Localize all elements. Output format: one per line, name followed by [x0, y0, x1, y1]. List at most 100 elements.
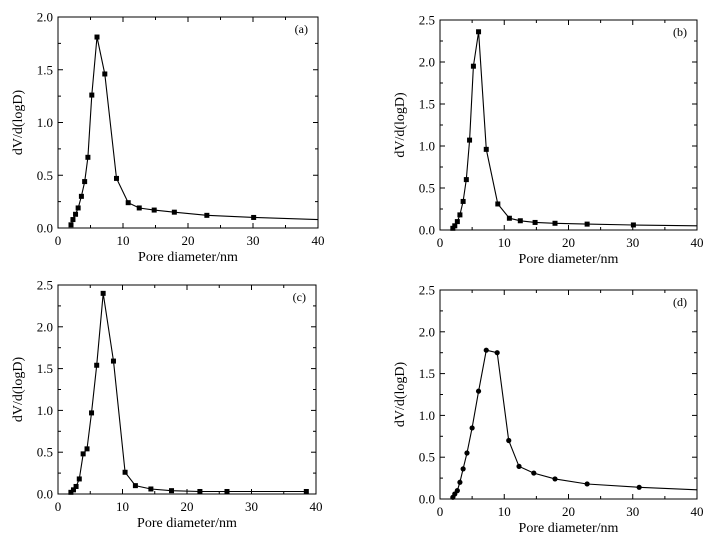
data-point [303, 488, 309, 494]
y-tick-label: 2.5 [37, 278, 53, 293]
data-point [494, 350, 500, 356]
data-point [584, 481, 590, 487]
y-axis-label: dV/d(logD) [11, 90, 26, 156]
data-point [102, 71, 108, 77]
data-point [151, 207, 157, 213]
x-axis-label: Pore diameter/nm [519, 252, 619, 267]
data-point [73, 483, 79, 489]
chart-panel-1: 0 10 20 30 40 0.0 0.5 1.0 1.5 2.0 Pore diameter/nm… [11, 10, 325, 266]
data-point [94, 34, 100, 40]
data-point [584, 221, 590, 227]
y-tick-label: 0.5 [37, 445, 53, 460]
data-point [73, 211, 79, 217]
y-tick-label: 2.5 [419, 13, 435, 28]
y-tick-label: 1.0 [419, 139, 435, 154]
data-point [75, 205, 81, 211]
data-point [122, 469, 128, 475]
data-point [475, 388, 482, 394]
data-point [483, 146, 489, 152]
x-tick-label: 30 [626, 504, 639, 519]
data-point [450, 225, 456, 231]
panel-label: (d) [673, 295, 687, 309]
y-tick-label: 0.0 [37, 221, 53, 236]
data-point [506, 215, 512, 221]
data-point [516, 463, 522, 469]
x-tick-label: 10 [116, 499, 129, 514]
data-point [132, 483, 138, 489]
y-tick-label: 1.0 [37, 115, 53, 130]
series-line [452, 349, 698, 498]
data-point [532, 219, 538, 225]
data-point [68, 222, 74, 228]
y-axis-label: dV/d(logD) [393, 92, 408, 158]
x-tick-label: 20 [181, 499, 194, 514]
x-tick-label: 20 [182, 233, 195, 248]
x-tick-label: 0 [437, 504, 444, 519]
data-point [89, 92, 95, 98]
data-point [495, 201, 501, 207]
data-point [460, 198, 466, 204]
data-point [630, 222, 636, 228]
y-tick-label: 2.0 [37, 319, 53, 334]
chart-panel-4: 0 10 20 30 40 0.0 0.5 1.0 1.5 2.0 2.5 Pore diameter… [393, 283, 704, 537]
chart-panel-2: 0 10 20 30 40 0.0 0.5 1.0 1.5 2.0 2.5 Pore diameter… [393, 13, 704, 268]
data-point [460, 466, 466, 472]
data-point [463, 177, 469, 183]
y-tick-label: 0.5 [419, 181, 435, 196]
x-tick-label: 40 [691, 504, 704, 519]
plot-frame [57, 284, 317, 495]
series-line [70, 293, 307, 493]
x-tick-label: 40 [310, 499, 323, 514]
y-tick-label: 1.0 [37, 403, 53, 418]
series-line [452, 31, 698, 229]
data-point [80, 451, 86, 457]
y-tick-label: 2.5 [419, 283, 435, 298]
x-tick-label: 40 [312, 233, 325, 248]
data-point [76, 476, 82, 482]
data-point [78, 193, 84, 199]
data-point [171, 209, 177, 215]
y-tick-label: 0.5 [419, 450, 435, 465]
series-line [70, 36, 319, 225]
y-tick-label: 2.0 [37, 10, 53, 25]
data-point [531, 470, 537, 476]
data-point [251, 214, 257, 220]
data-point [82, 179, 88, 185]
panel-label: (c) [293, 290, 306, 304]
data-point [125, 200, 131, 206]
data-point [70, 217, 76, 223]
x-axis-label: Pore diameter/nm [138, 250, 238, 265]
y-tick-label: 1.5 [419, 366, 435, 381]
panel-label: (b) [673, 25, 687, 39]
data-point [224, 488, 230, 494]
x-tick-label: 20 [562, 235, 575, 250]
y-tick-label: 1.5 [37, 62, 53, 77]
data-point [469, 425, 475, 431]
data-point [517, 218, 523, 224]
x-axis-label: Pore diameter/nm [519, 521, 619, 536]
data-point [70, 487, 76, 493]
data-point [110, 358, 116, 364]
data-point [454, 488, 460, 494]
data-point [452, 223, 458, 229]
data-point [197, 488, 203, 494]
y-tick-label: 0.0 [419, 492, 435, 507]
panel-label: (a) [295, 22, 308, 36]
x-tick-label: 20 [562, 504, 575, 519]
data-point [136, 205, 142, 211]
y-tick-label: 0.0 [37, 487, 53, 502]
data-point [457, 479, 463, 485]
data-point [506, 437, 512, 444]
x-tick-label: 10 [498, 504, 511, 519]
data-point [94, 362, 100, 368]
x-tick-label: 0 [55, 499, 62, 514]
data-point [89, 410, 95, 416]
chart-panel-3: 0 10 20 30 40 0.0 0.5 1.0 1.5 2.0 2.5 Pore diameter… [11, 278, 323, 532]
plot-frame [439, 19, 698, 231]
x-tick-label: 40 [691, 235, 704, 250]
x-tick-label: 30 [245, 499, 258, 514]
plot-frame [57, 16, 319, 229]
data-point [148, 486, 154, 492]
y-tick-label: 0.0 [419, 223, 435, 238]
